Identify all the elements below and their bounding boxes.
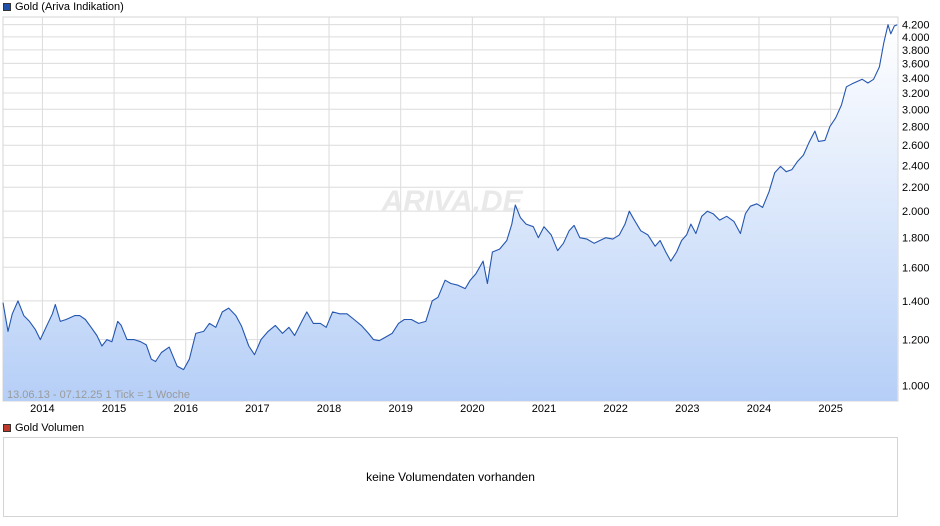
x-tick-label: 2023 [675, 403, 699, 415]
y-tick-label: 1.800 [902, 233, 930, 245]
range-info: 13.06.13 - 07.12.25 1 Tick = 1 Woche [7, 389, 190, 401]
x-tick-label: 2020 [460, 403, 484, 415]
x-tick-label: 2016 [173, 403, 197, 415]
x-tick-label: 2021 [532, 403, 556, 415]
y-tick-label: 3.800 [902, 45, 930, 57]
watermark: ARIVA.DE [380, 185, 523, 218]
x-tick-label: 2024 [747, 403, 771, 415]
y-tick-label: 1.200 [902, 335, 930, 347]
x-tick-label: 2025 [818, 403, 842, 415]
y-tick-label: 1.600 [902, 262, 930, 274]
price-chart: ARIVA.DE 1.000 1.200 1.400 1.600 1.800 2.000 2… [2, 16, 930, 415]
y-tick-label: 4.000 [902, 32, 930, 44]
y-tick-label: 3.600 [902, 58, 930, 70]
x-tick-label: 2018 [317, 403, 341, 415]
x-tick-label: 2022 [603, 403, 627, 415]
y-tick-label: 4.200 [902, 20, 930, 32]
x-axis: 2014 2015 2016 2017 2018 2019 2020 2021 2022 2023… [30, 403, 843, 415]
price-area-fill [3, 24, 898, 401]
legend-swatch-price [3, 3, 11, 11]
x-tick-label: 2019 [388, 403, 412, 415]
y-tick-label: 2.000 [902, 206, 930, 218]
legend-swatch-volume [3, 424, 11, 432]
y-tick-label: 3.000 [902, 104, 930, 116]
legend-price: Gold (Ariva Indikation) [3, 0, 124, 14]
y-tick-label: 3.400 [902, 73, 930, 85]
y-axis: 1.000 1.200 1.400 1.600 1.800 2.000 2.200 2.400… [902, 20, 930, 393]
y-tick-label: 2.400 [902, 160, 930, 172]
x-tick-label: 2014 [30, 403, 54, 415]
volume-empty-message: keine Volumendaten vorhanden [366, 470, 535, 484]
y-tick-label: 2.200 [902, 182, 930, 194]
y-tick-label: 1.000 [902, 380, 930, 392]
y-tick-label: 3.200 [902, 88, 930, 100]
x-tick-label: 2017 [245, 403, 269, 415]
legend-volume: Gold Volumen [3, 421, 84, 435]
legend-volume-label: Gold Volumen [15, 422, 85, 434]
y-tick-label: 2.600 [902, 140, 930, 152]
y-tick-label: 1.400 [902, 296, 930, 308]
legend-price-label: Gold (Ariva Indikation) [15, 1, 124, 13]
y-tick-label: 2.800 [902, 122, 930, 134]
volume-panel: keine Volumendaten vorhanden [3, 437, 898, 517]
x-tick-label: 2015 [102, 403, 126, 415]
price-line [2, 24, 898, 371]
